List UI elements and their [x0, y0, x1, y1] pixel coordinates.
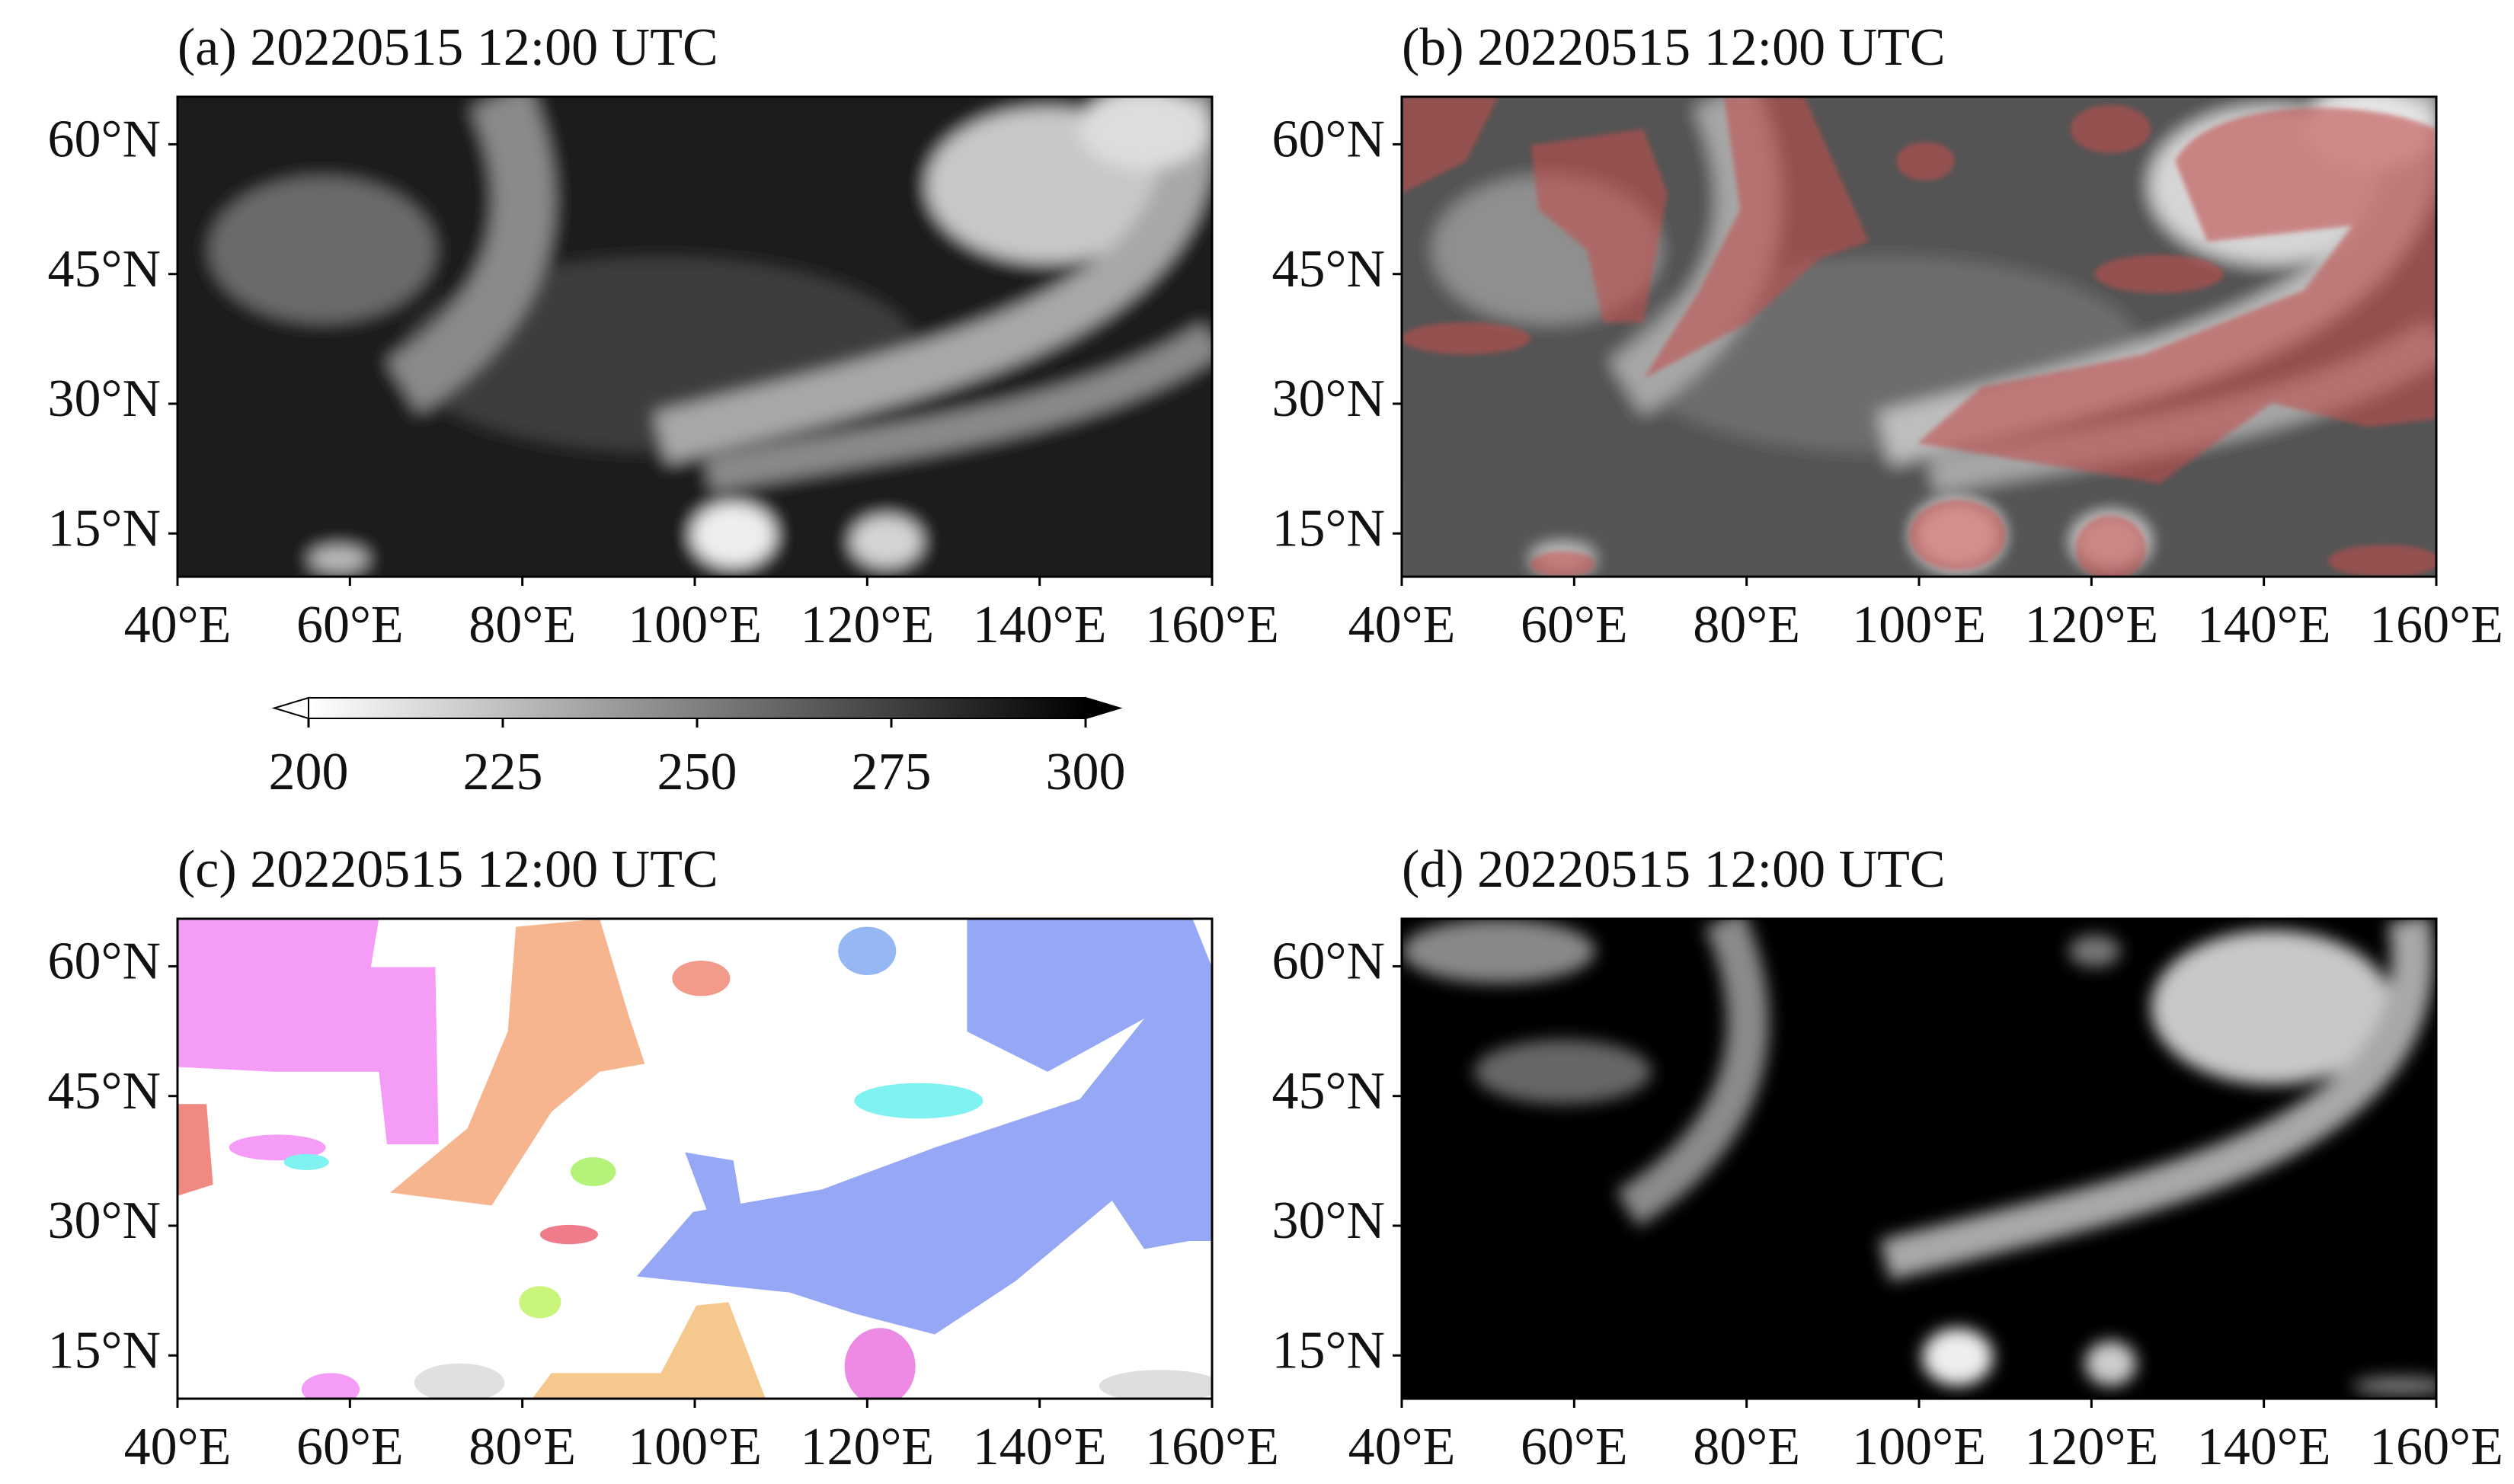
satellite-overlay — [1402, 97, 2436, 577]
y-tick-label: 15°N — [1271, 1321, 1385, 1380]
x-tick-label: 40°E — [1348, 1418, 1456, 1476]
y-tick-label: 60°N — [47, 110, 161, 168]
x-tick-label: 120°E — [2024, 1418, 2158, 1476]
x-tick-label: 140°E — [973, 1418, 1107, 1476]
y-tick-label: 45°N — [47, 240, 161, 299]
x-tick-label: 160°E — [2369, 596, 2503, 654]
x-tick-label: 60°E — [296, 596, 404, 654]
colorbar-tick-label: 250 — [657, 743, 737, 801]
x-tick-label: 60°E — [296, 1418, 404, 1476]
y-tick-label: 60°N — [1271, 110, 1385, 168]
x-tick-label: 100°E — [628, 1418, 762, 1476]
y-tick-label: 15°N — [1271, 499, 1385, 558]
x-tick-label: 160°E — [2369, 1418, 2503, 1476]
y-tick-label: 45°N — [47, 1062, 161, 1121]
x-tick-label: 60°E — [1521, 596, 1628, 654]
panel-title: (d) 20220515 12:00 UTC — [1402, 840, 1946, 899]
x-tick-label: 60°E — [1521, 1418, 1628, 1476]
cluster-map — [178, 919, 1212, 1399]
colorbar-tick-label: 300 — [1046, 743, 1126, 801]
x-tick-label: 40°E — [124, 596, 232, 654]
x-tick-label: 80°E — [469, 1418, 576, 1476]
y-tick-label: 45°N — [1271, 1062, 1385, 1121]
masked-image — [1402, 919, 2436, 1399]
x-tick-label: 80°E — [1693, 596, 1800, 654]
y-tick-label: 30°N — [47, 369, 161, 428]
x-tick-label: 160°E — [1145, 1418, 1279, 1476]
y-tick-label: 30°N — [1271, 1191, 1385, 1250]
x-tick-label: 120°E — [2024, 596, 2158, 654]
x-tick-label: 80°E — [1693, 1418, 1800, 1476]
x-tick-label: 100°E — [1852, 596, 1986, 654]
x-tick-label: 140°E — [973, 596, 1107, 654]
panel-title: (a) 20220515 12:00 UTC — [178, 18, 718, 77]
y-tick-label: 15°N — [47, 1321, 161, 1380]
panel-title: (c) 20220515 12:00 UTC — [178, 840, 718, 899]
y-tick-label: 60°N — [47, 932, 161, 990]
x-tick-label: 160°E — [1145, 596, 1279, 654]
y-tick-label: 30°N — [1271, 369, 1385, 428]
x-tick-label: 40°E — [124, 1418, 232, 1476]
colorbar — [271, 696, 1123, 720]
x-tick-label: 120°E — [800, 596, 934, 654]
x-tick-label: 80°E — [469, 596, 576, 654]
x-tick-label: 140°E — [2197, 596, 2331, 654]
y-tick-label: 30°N — [47, 1191, 161, 1250]
colorbar-tick-label: 225 — [463, 743, 543, 801]
colorbar-tick-label: 200 — [269, 743, 349, 801]
x-tick-label: 120°E — [800, 1418, 934, 1476]
colorbar-scale — [308, 697, 1086, 719]
x-tick-label: 100°E — [1852, 1418, 1986, 1476]
y-tick-label: 60°N — [1271, 932, 1385, 990]
y-tick-label: 15°N — [47, 499, 161, 558]
y-tick-label: 45°N — [1271, 240, 1385, 299]
satellite-image — [162, 81, 1241, 596]
x-tick-label: 40°E — [1348, 596, 1456, 654]
panel-title: (b) 20220515 12:00 UTC — [1402, 18, 1946, 77]
x-tick-label: 100°E — [628, 596, 762, 654]
colorbar-tick-label: 275 — [852, 743, 932, 801]
x-tick-label: 140°E — [2197, 1418, 2331, 1476]
